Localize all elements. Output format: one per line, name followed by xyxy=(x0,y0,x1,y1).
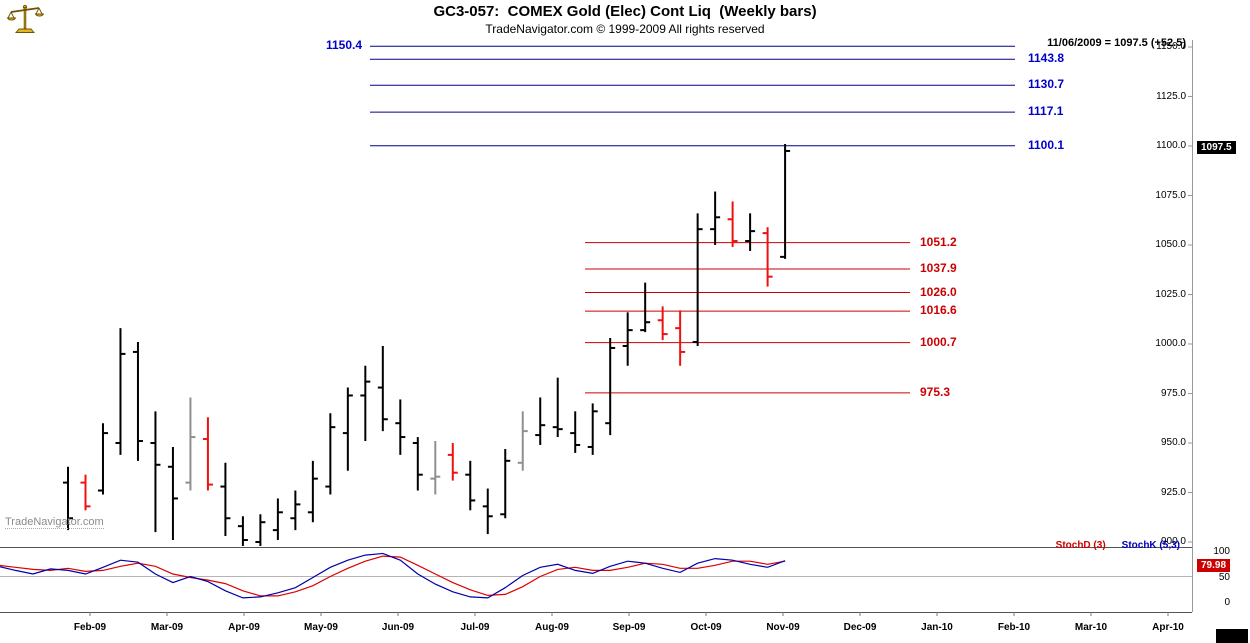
last-price-tag: 1097.5 xyxy=(1197,141,1236,154)
watermark: TradeNavigator.com xyxy=(5,516,104,529)
corner-box xyxy=(1216,629,1248,643)
stoch-value-tag: 79.98 xyxy=(1197,559,1231,572)
copyright-subtitle: TradeNavigator.com © 1999-2009 All right… xyxy=(485,22,765,36)
last-quote-annotation: 11/06/2009 = 1097.5 (+52.5) xyxy=(1047,37,1186,49)
stochk-legend-label[interactable]: StochK (5,3) xyxy=(1121,540,1180,551)
stoch-legend: StochD (3) StochK (5,3) xyxy=(1056,540,1180,551)
stochd-legend-label[interactable]: StochD (3) xyxy=(1055,540,1106,551)
stochk-line xyxy=(0,552,786,599)
page-title: GC3-057: COMEX Gold (Elec) Cont Liq (Wee… xyxy=(433,3,817,20)
balance-scales-icon xyxy=(6,3,45,38)
